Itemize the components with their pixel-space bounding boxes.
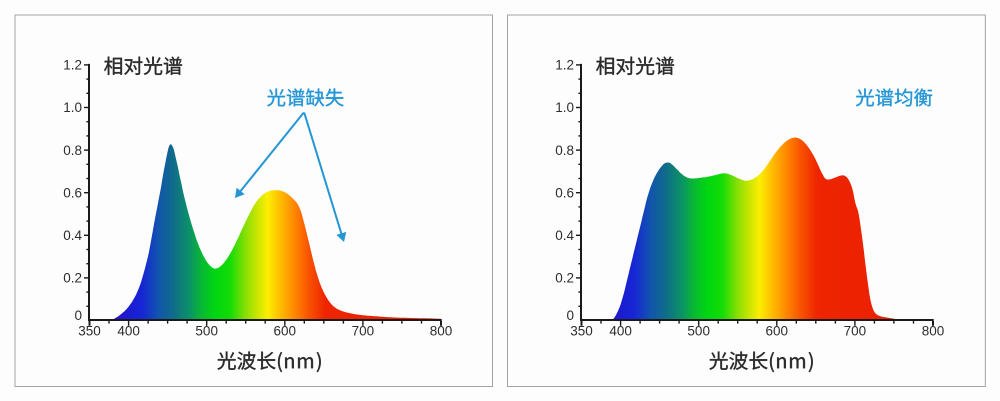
- svg-text:1.2: 1.2: [555, 58, 574, 73]
- svg-text:0.6: 0.6: [555, 185, 574, 200]
- svg-text:0.4: 0.4: [555, 228, 574, 243]
- svg-text:1.2: 1.2: [63, 58, 82, 73]
- svg-text:0.2: 0.2: [63, 271, 82, 286]
- svg-text:700: 700: [352, 323, 375, 338]
- svg-text:0.8: 0.8: [63, 143, 82, 158]
- svg-text:0: 0: [566, 308, 574, 323]
- svg-text:800: 800: [430, 323, 453, 338]
- svg-text:350: 350: [78, 323, 101, 338]
- svg-text:600: 600: [274, 323, 297, 338]
- svg-text:400: 400: [117, 323, 140, 338]
- svg-text:700: 700: [844, 323, 867, 338]
- svg-text:350: 350: [570, 323, 593, 338]
- svg-text:0.8: 0.8: [555, 143, 574, 158]
- svg-text:0.2: 0.2: [555, 271, 574, 286]
- svg-text:0.4: 0.4: [63, 228, 82, 243]
- svg-text:0: 0: [74, 308, 82, 323]
- svg-text:1.0: 1.0: [63, 100, 82, 115]
- svg-text:600: 600: [766, 323, 789, 338]
- svg-text:500: 500: [687, 323, 710, 338]
- svg-text:0.6: 0.6: [63, 185, 82, 200]
- svg-text:500: 500: [195, 323, 218, 338]
- svg-text:800: 800: [922, 323, 945, 338]
- svg-text:400: 400: [609, 323, 632, 338]
- svg-text:1.0: 1.0: [555, 100, 574, 115]
